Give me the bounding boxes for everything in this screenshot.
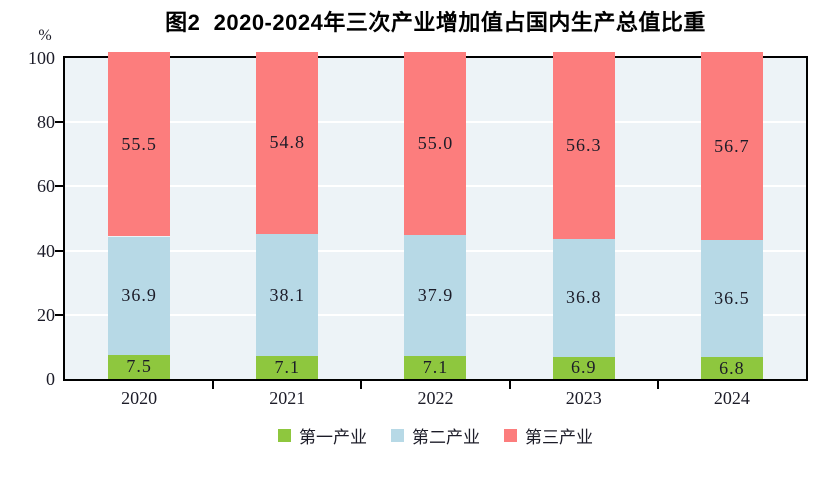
bar-segment: 56.3: [552, 52, 615, 239]
legend-swatch: [278, 429, 291, 442]
legend-item: 第二产业: [391, 423, 480, 448]
y-axis-unit-label: %: [38, 27, 52, 44]
y-axis-tick: [55, 249, 63, 252]
x-axis-tick: [360, 381, 363, 389]
bar-value-label: 6.9: [570, 357, 597, 378]
bar-value-label: 7.5: [126, 356, 152, 377]
legend: 第一产业 第二产业 第三产业: [63, 423, 808, 448]
bar-value-label: 36.5: [714, 288, 750, 309]
bar-2020: 7.5 36.9 55.5: [65, 52, 213, 379]
bar-value-label: 7.1: [422, 357, 449, 378]
bar-value-label: 54.8: [269, 132, 306, 153]
y-axis: 0 20 40 60 80 100: [0, 0, 57, 477]
bar-segment: 54.8: [256, 52, 319, 234]
x-axis-tick: [656, 381, 659, 389]
bar-value-label: 56.3: [565, 134, 602, 155]
bar-value-label: 55.0: [417, 132, 454, 153]
legend-item: 第一产业: [278, 423, 367, 448]
bar-value-label: 55.5: [121, 133, 157, 154]
legend-label: 第二产业: [412, 428, 480, 447]
legend-swatch: [391, 429, 404, 442]
bar-value-label: 56.7: [714, 135, 750, 156]
bar-2022: 7.1 37.9 55.0: [361, 52, 509, 379]
y-axis-tick: [55, 313, 63, 316]
y-axis-tick: [55, 185, 63, 188]
bar-2021: 7.1 38.1 54.8: [213, 52, 361, 379]
bar-value-label: 36.9: [121, 285, 157, 306]
bar-2024: 6.8 36.5 56.7: [658, 52, 806, 379]
bar-value-label: 38.1: [269, 284, 306, 305]
bar-segment: 7.5: [108, 354, 171, 379]
bar-value-label: 36.8: [565, 287, 602, 308]
y-tick-label: 80: [37, 112, 55, 133]
x-tick-label: 2021: [269, 388, 306, 408]
bar-value-label: 6.8: [719, 357, 745, 378]
y-tick-label: 100: [28, 48, 55, 68]
legend-label: 第一产业: [299, 428, 367, 447]
bar-value-label: 7.1: [274, 357, 301, 378]
bar-segment: 6.8: [700, 357, 763, 379]
bar-segment: 37.9: [404, 234, 467, 357]
bar-segment: 56.7: [700, 52, 763, 241]
y-tick-label: 20: [37, 304, 55, 325]
plot-area: 7.5 36.9 55.5 7.1 38.1 54.8 7.1 37.9 55.0 6.9 36.8…: [55, 52, 808, 389]
x-axis-tick: [212, 381, 215, 389]
x-axis: 2020 2021 2022 2023 2024: [65, 386, 806, 410]
y-axis-tick: [55, 121, 63, 124]
legend-label: 第三产业: [525, 428, 593, 447]
bar-segment: 55.0: [404, 52, 467, 235]
bar-segment: 36.8: [552, 238, 615, 357]
legend-item: 第三产业: [504, 423, 593, 448]
bar-segment: 6.9: [552, 356, 615, 379]
y-tick-label: 0: [46, 369, 55, 389]
bar-2023: 6.9 36.8 56.3: [510, 52, 658, 379]
chart-title: 图2 2020-2024年三次产业增加值占国内生产总值比重: [165, 10, 706, 35]
x-axis-tick: [508, 381, 511, 389]
y-tick-label: 60: [37, 176, 55, 197]
x-tick-label: 2022: [417, 388, 454, 408]
legend-swatch: [504, 429, 517, 442]
y-tick-label: 40: [37, 240, 55, 261]
bar-segment: 36.5: [700, 240, 763, 358]
bar-segment: 36.9: [108, 236, 171, 355]
bar-value-label: 37.9: [417, 284, 454, 305]
bar-segment: 55.5: [108, 52, 171, 237]
x-tick-label: 2020: [121, 388, 158, 408]
bar-segment: 7.1: [256, 356, 319, 379]
bar-segment: 38.1: [256, 233, 319, 357]
x-tick-label: 2024: [713, 388, 750, 408]
bar-segment: 7.1: [404, 356, 467, 379]
x-tick-label: 2023: [565, 388, 602, 408]
